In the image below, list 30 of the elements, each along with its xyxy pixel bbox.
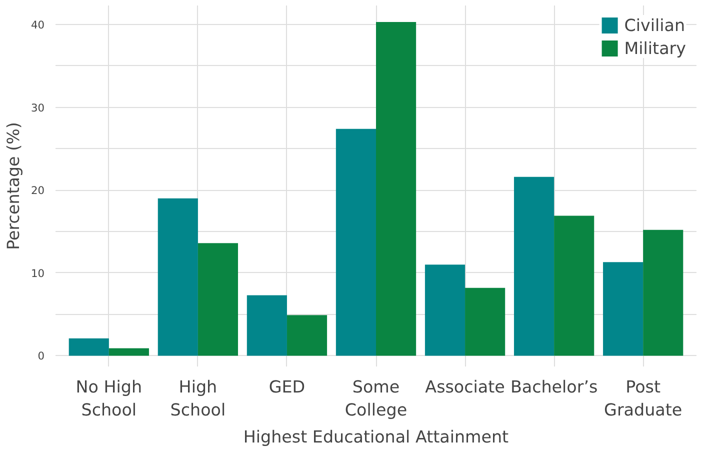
bar — [198, 243, 238, 356]
x-tick-label: GED — [268, 378, 306, 396]
x-tick-label: Bachelor’s — [510, 378, 598, 396]
x-tick-label: No High School — [76, 378, 142, 420]
x-tick-label: Associate — [425, 378, 505, 396]
bar — [554, 216, 594, 356]
bar — [465, 288, 506, 356]
y-tick-label: 40 — [30, 18, 45, 32]
legend-label: Military — [624, 38, 686, 58]
bar — [108, 348, 149, 356]
bar — [68, 338, 109, 356]
y-tick-label: 10 — [30, 266, 45, 280]
bar — [246, 295, 287, 356]
legend-label: Civilian — [624, 16, 686, 34]
y-tick-label: 30 — [30, 101, 45, 114]
x-tick-label: Post Graduate — [604, 378, 682, 420]
bar — [603, 262, 644, 356]
y-axis-title: Percentage (%) — [4, 122, 23, 250]
y-tick-label: 0 — [38, 350, 45, 363]
bar — [158, 198, 198, 356]
bar — [376, 22, 416, 356]
bar — [643, 230, 684, 356]
y-tick-label: 20 — [30, 184, 45, 198]
x-axis-title: Highest Educational Attainment — [243, 427, 510, 446]
x-tick-label: Some College — [344, 378, 408, 420]
bar — [286, 315, 328, 356]
bar — [336, 128, 376, 356]
bar — [514, 176, 554, 356]
x-tick-label: High School — [170, 378, 226, 420]
bar — [424, 264, 466, 356]
